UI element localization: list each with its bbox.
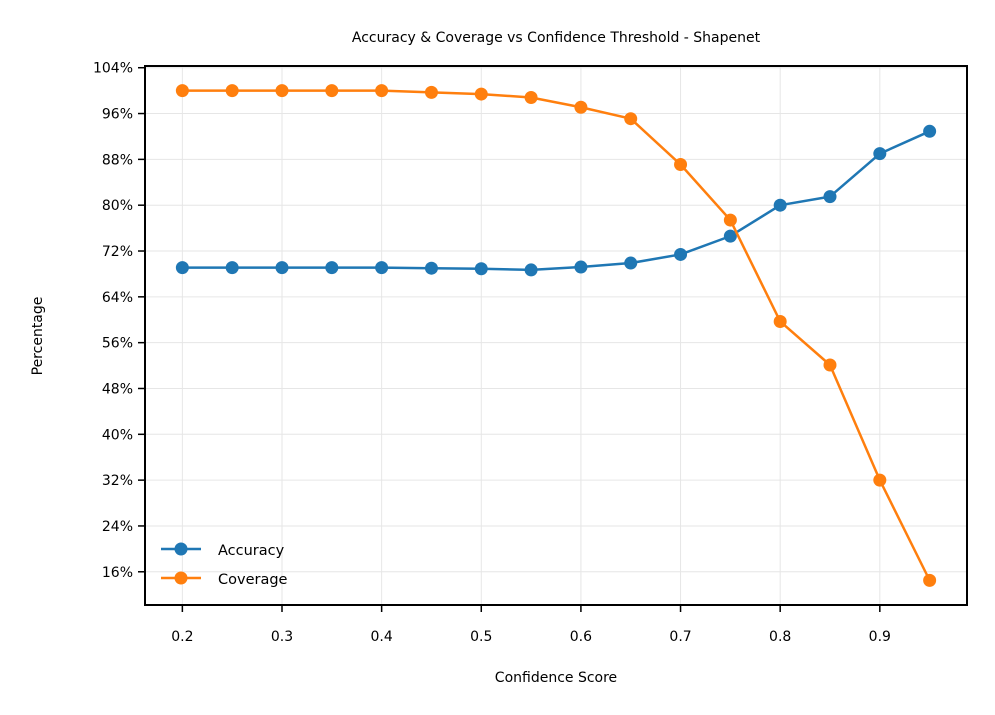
y-tick-label: 16% xyxy=(102,565,133,581)
series-layer xyxy=(175,84,937,587)
accuracy-point xyxy=(225,261,239,275)
x-tick-label: 0.9 xyxy=(869,629,891,645)
legend-coverage-label: Coverage xyxy=(218,572,288,588)
y-tick-label: 40% xyxy=(102,427,133,443)
coverage-point xyxy=(624,112,638,126)
y-tick-label: 32% xyxy=(102,473,133,489)
coverage-point xyxy=(474,87,488,101)
x-tick-label: 0.8 xyxy=(769,629,791,645)
accuracy-point xyxy=(175,261,189,275)
coverage-point xyxy=(275,84,289,98)
coverage-point xyxy=(424,85,438,99)
accuracy-line xyxy=(182,130,931,272)
accuracy-point xyxy=(773,198,787,212)
coverage-point xyxy=(524,91,538,105)
chart-title: Accuracy & Coverage vs Confidence Thresh… xyxy=(352,30,761,46)
coverage-point xyxy=(175,84,189,98)
coverage-point xyxy=(773,314,787,328)
coverage-point xyxy=(923,573,937,587)
x-tick-label: 0.3 xyxy=(271,629,293,645)
y-axis-label: Percentage xyxy=(30,297,46,376)
accuracy-point xyxy=(325,261,339,275)
x-tick-label: 0.2 xyxy=(171,629,193,645)
accuracy-point xyxy=(624,256,638,270)
accuracy-point xyxy=(424,261,438,275)
coverage-point xyxy=(325,84,339,98)
x-tick-label: 0.5 xyxy=(470,629,492,645)
coverage-point xyxy=(225,84,239,98)
accuracy-point xyxy=(674,247,688,261)
y-tick-label: 96% xyxy=(102,107,133,123)
y-tick-label: 72% xyxy=(102,244,133,260)
coverage-point xyxy=(823,358,837,372)
y-tick-label: 104% xyxy=(93,61,133,77)
accuracy-point xyxy=(474,262,488,276)
y-tick-label: 56% xyxy=(102,336,133,352)
accuracy-point xyxy=(275,261,289,275)
coverage-line xyxy=(182,89,931,581)
accuracy-point xyxy=(375,261,389,275)
coverage-point xyxy=(873,473,887,487)
y-tick-label: 48% xyxy=(102,381,133,397)
legend-coverage-marker xyxy=(174,571,188,585)
legend-accuracy-label: Accuracy xyxy=(218,543,285,559)
accuracy-point xyxy=(823,190,837,204)
coverage-point xyxy=(674,158,688,172)
legend: Accuracy Coverage xyxy=(161,542,288,588)
legend-accuracy-marker xyxy=(174,542,188,556)
y-tick-label: 80% xyxy=(102,198,133,214)
plot-frame xyxy=(144,65,968,606)
y-tick-label: 24% xyxy=(102,519,133,535)
x-tick-label: 0.4 xyxy=(371,629,393,645)
accuracy-point xyxy=(524,263,538,277)
coverage-point xyxy=(723,213,737,227)
grid-lines xyxy=(145,66,967,605)
y-tick-label: 88% xyxy=(102,152,133,168)
x-tick-label: 0.6 xyxy=(570,629,592,645)
accuracy-point xyxy=(723,229,737,243)
x-axis-label: Confidence Score xyxy=(495,670,617,686)
x-tick-label: 0.7 xyxy=(669,629,691,645)
accuracy-point xyxy=(873,147,887,161)
y-tick-label: 64% xyxy=(102,290,133,306)
accuracy-point xyxy=(923,124,937,138)
ticks: 0.2 0.3 0.4 0.5 0.6 0.7 0.8 0.9 16% 24% 32% 40% 48% 5… xyxy=(93,61,891,645)
coverage-point xyxy=(574,100,588,114)
accuracy-point xyxy=(574,260,588,274)
coverage-point xyxy=(375,84,389,98)
